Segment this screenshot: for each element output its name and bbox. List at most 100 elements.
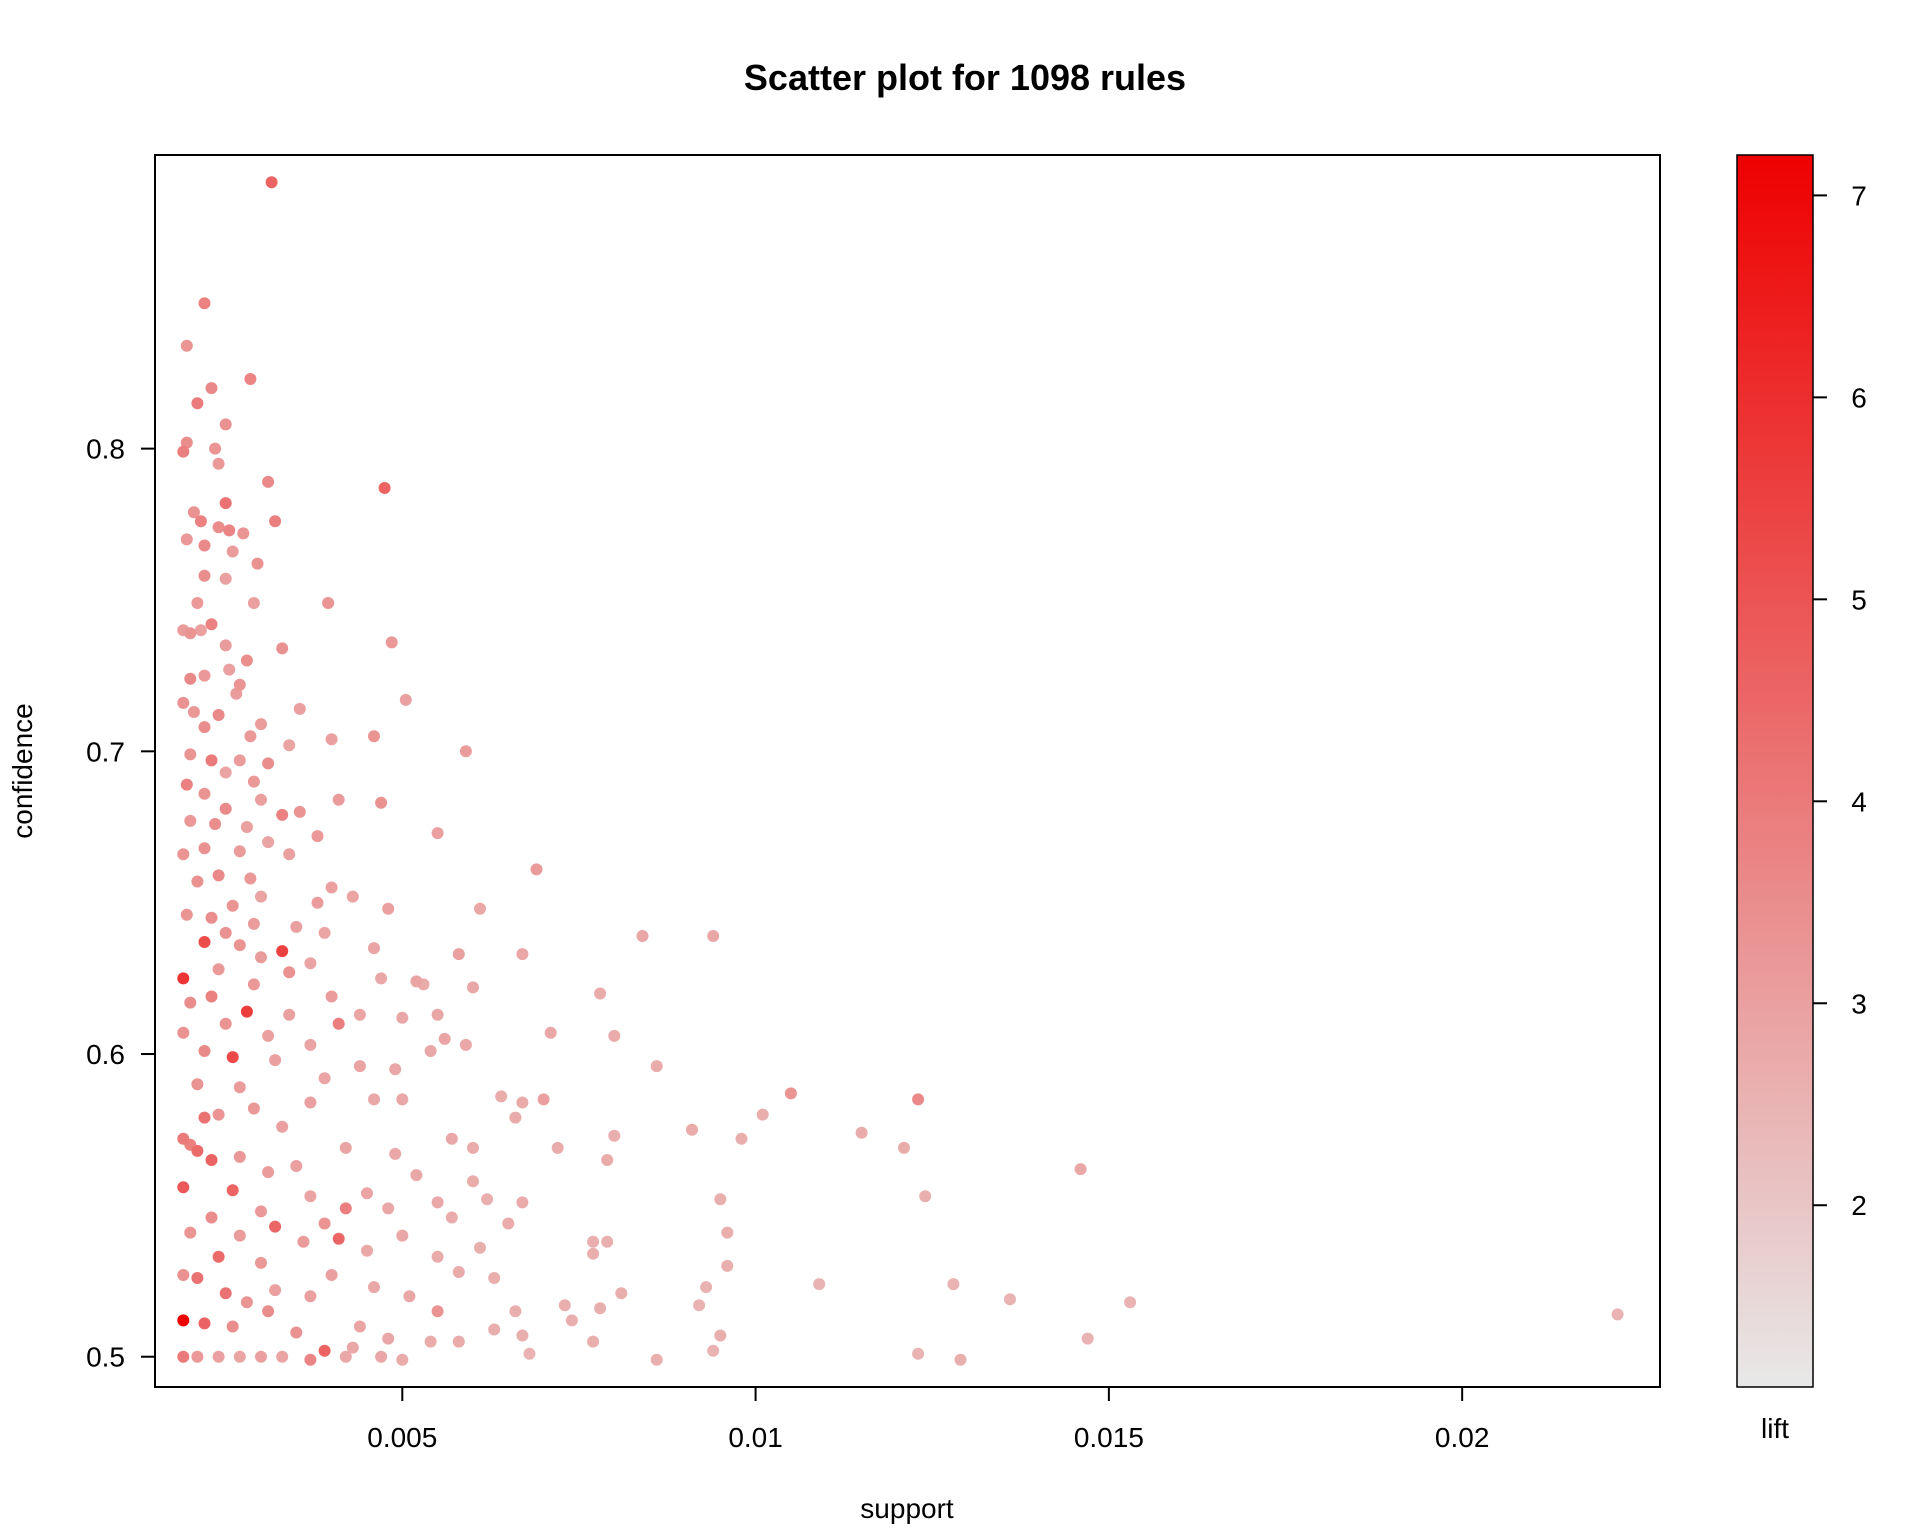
data-point — [1124, 1296, 1137, 1309]
data-point — [919, 1190, 932, 1203]
data-point — [389, 1063, 402, 1076]
data-point — [276, 1350, 289, 1363]
data-point — [361, 1244, 373, 1257]
data-point — [180, 778, 193, 791]
data-point — [332, 793, 345, 806]
data-point — [244, 872, 257, 885]
data-point — [304, 1096, 317, 1109]
data-point — [947, 1278, 960, 1291]
x-tick-label: 0.005 — [367, 1422, 437, 1453]
data-point — [223, 524, 236, 537]
data-point — [339, 1350, 352, 1363]
data-point — [714, 1193, 727, 1206]
data-point — [184, 814, 197, 827]
data-point — [187, 506, 200, 519]
data-point — [431, 1008, 444, 1021]
data-point — [283, 966, 296, 979]
points-layer — [177, 176, 1624, 1366]
data-point — [721, 1259, 734, 1272]
colorbar-tick-label: 3 — [1851, 988, 1867, 1019]
data-point — [240, 821, 253, 833]
data-point — [467, 1175, 479, 1188]
data-point — [262, 1166, 275, 1179]
data-point — [382, 1202, 395, 1215]
data-point — [205, 382, 218, 395]
data-point — [209, 442, 222, 455]
data-point — [212, 1250, 225, 1263]
data-point — [177, 1026, 190, 1039]
data-point — [615, 1287, 628, 1300]
data-point — [410, 975, 423, 988]
data-point — [293, 702, 306, 715]
data-point — [516, 948, 529, 961]
data-point — [396, 1353, 409, 1366]
data-point — [180, 533, 193, 546]
data-point — [233, 1350, 246, 1363]
data-point — [269, 1220, 282, 1233]
data-point — [198, 936, 211, 948]
data-point — [184, 996, 197, 1009]
x-axis: 0.005 0.01 0.015 0.02 — [367, 1387, 1489, 1453]
data-point — [290, 1160, 303, 1172]
data-point — [431, 1250, 444, 1263]
data-point — [219, 1017, 232, 1030]
data-point — [594, 1302, 607, 1315]
data-point — [735, 1132, 748, 1145]
data-point — [226, 1184, 239, 1197]
data-point — [191, 397, 204, 410]
data-point — [318, 1072, 331, 1085]
data-point — [219, 766, 232, 779]
data-point — [424, 1335, 437, 1348]
data-point — [198, 721, 211, 734]
data-point — [255, 1205, 267, 1218]
data-point — [304, 1190, 317, 1203]
data-point — [509, 1111, 522, 1124]
data-point — [198, 539, 211, 552]
data-point — [226, 899, 239, 912]
data-point — [431, 1305, 444, 1318]
data-point — [587, 1247, 600, 1260]
data-point — [537, 1093, 550, 1106]
data-point — [219, 1287, 232, 1300]
data-point — [262, 757, 275, 770]
data-point — [297, 1235, 310, 1248]
data-point — [198, 669, 211, 682]
y-tick-label: 0.7 — [86, 736, 125, 767]
data-point — [339, 1202, 352, 1215]
data-point — [311, 896, 324, 909]
data-point — [368, 942, 380, 955]
data-point — [233, 1229, 246, 1242]
data-point — [269, 1284, 282, 1297]
data-point — [346, 1341, 359, 1354]
data-point — [255, 890, 267, 903]
data-point — [212, 521, 225, 534]
data-point — [445, 1211, 458, 1224]
data-point — [191, 1350, 204, 1363]
data-point — [198, 842, 211, 855]
data-point — [700, 1281, 713, 1294]
colorbar-tick-label: 7 — [1851, 180, 1867, 211]
data-point — [205, 1211, 218, 1224]
data-point — [219, 572, 232, 585]
data-point — [318, 1217, 331, 1230]
data-point — [495, 1090, 508, 1103]
data-point — [898, 1141, 910, 1154]
data-point — [551, 1141, 564, 1154]
data-point — [283, 739, 296, 752]
y-tick-label: 0.5 — [86, 1342, 125, 1373]
data-point — [488, 1323, 501, 1336]
data-point — [686, 1123, 698, 1136]
data-point — [714, 1329, 727, 1342]
data-point — [474, 902, 486, 915]
data-point — [219, 926, 232, 939]
data-point — [262, 1029, 275, 1042]
data-point — [293, 805, 306, 818]
data-point — [233, 678, 246, 691]
data-point — [431, 1196, 444, 1209]
data-point — [283, 848, 296, 861]
data-point — [184, 627, 197, 640]
data-point — [530, 863, 543, 876]
data-point — [177, 1269, 190, 1281]
data-point — [912, 1347, 925, 1360]
